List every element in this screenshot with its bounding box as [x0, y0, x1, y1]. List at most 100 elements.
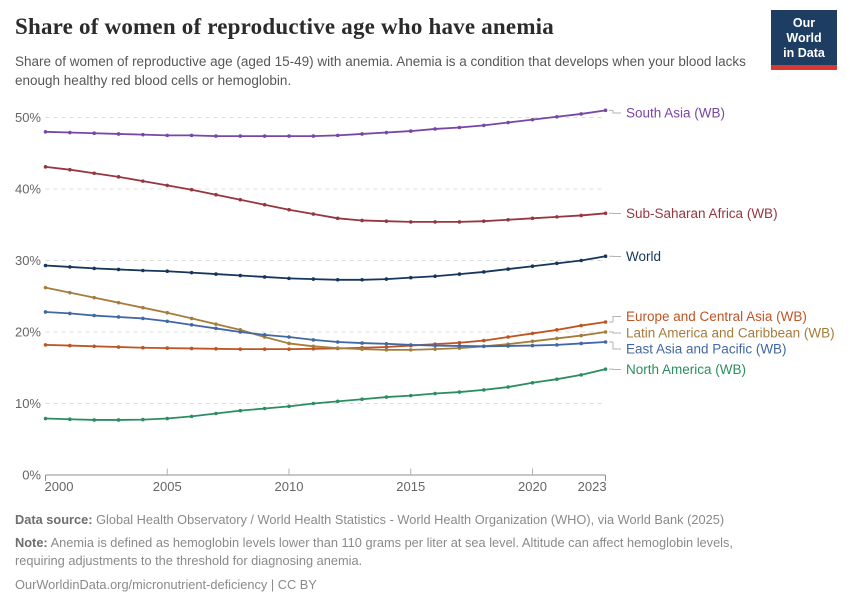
- data-point: [141, 179, 145, 183]
- data-point: [116, 267, 121, 272]
- logo-text-line1: Our World: [786, 16, 822, 45]
- series-label-east-asia-and-pacific-wb[interactable]: East Asia and Pacific (WB): [626, 342, 787, 357]
- data-point: [579, 323, 583, 328]
- data-point: [335, 346, 340, 350]
- label-connector-europe-and-central-asia-wb: [609, 316, 621, 323]
- data-point: [238, 408, 243, 413]
- data-point: [603, 340, 608, 344]
- data-point: [408, 220, 413, 224]
- data-point: [506, 120, 510, 125]
- data-point: [384, 345, 389, 349]
- license-text: CC BY: [277, 576, 317, 592]
- data-point: [360, 347, 364, 351]
- data-source-line: Data source: Global Health Observatory /…: [15, 511, 827, 530]
- label-connector-latin-america-and-caribbean-wb: [609, 331, 621, 334]
- data-point: [530, 380, 535, 385]
- data-point: [482, 123, 486, 128]
- data-point: [116, 418, 121, 422]
- data-point: [311, 134, 316, 138]
- data-point: [141, 316, 145, 321]
- data-point: [43, 263, 48, 268]
- owid-url-link[interactable]: OurWorldinData.org/micronutrient-deficie…: [15, 576, 268, 592]
- data-point: [360, 132, 364, 136]
- data-point: [262, 275, 267, 279]
- data-point: [116, 315, 121, 319]
- data-point: [530, 339, 535, 344]
- series-path: [44, 286, 607, 351]
- logo-text-line2: in Data: [783, 45, 825, 60]
- data-point: [68, 343, 72, 348]
- data-point: [238, 197, 243, 202]
- data-point: [214, 134, 218, 138]
- data-point: [335, 278, 340, 282]
- data-point: [555, 215, 559, 219]
- data-point: [43, 285, 48, 290]
- data-point: [482, 338, 486, 343]
- citation-line: OurWorldinData.org/micronutrient-deficie…: [15, 576, 827, 595]
- data-point: [287, 207, 291, 212]
- data-point: [189, 414, 194, 419]
- data-point: [384, 341, 389, 346]
- y-tick-label-30: 30%: [15, 253, 41, 268]
- series-label-sub-saharan-africa-wb[interactable]: Sub-Saharan Africa (WB): [626, 206, 778, 221]
- data-point: [262, 347, 267, 351]
- data-point: [116, 300, 121, 305]
- data-point: [311, 347, 316, 351]
- data-point: [457, 390, 462, 394]
- data-point: [238, 347, 243, 351]
- data-point: [506, 344, 510, 348]
- data-point: [68, 311, 72, 316]
- series-label-north-america-wb[interactable]: North America (WB): [626, 362, 746, 377]
- data-point: [141, 132, 145, 137]
- data-point: [68, 290, 72, 295]
- data-point: [92, 131, 96, 136]
- series-label-latin-america-and-caribbean-wb[interactable]: Latin America and Caribbean (WB): [626, 326, 835, 341]
- data-point: [165, 269, 170, 274]
- data-point: [165, 319, 170, 324]
- data-point: [189, 270, 194, 275]
- data-point: [433, 274, 437, 279]
- series-path: [44, 311, 607, 348]
- y-tick-label-50: 50%: [15, 110, 41, 125]
- data-point: [335, 340, 340, 344]
- data-point: [555, 377, 559, 381]
- data-point: [141, 268, 145, 273]
- x-tick-label-2005: 2005: [153, 479, 182, 494]
- data-point: [165, 346, 170, 350]
- page-title: Share of women of reproductive age who h…: [15, 14, 554, 39]
- data-point: [43, 165, 48, 169]
- separator: |: [270, 576, 275, 592]
- series-path: [44, 165, 607, 223]
- data-point: [165, 416, 170, 421]
- series-label-europe-and-central-asia-wb[interactable]: Europe and Central Asia (WB): [626, 309, 807, 324]
- line-series-south-asia-wb: [43, 108, 608, 138]
- data-point: [384, 219, 389, 223]
- data-point: [433, 391, 437, 396]
- series-path: [44, 321, 607, 351]
- data-point: [262, 406, 267, 411]
- data-point: [482, 270, 486, 274]
- data-point: [238, 134, 243, 138]
- x-tick-label-2023: 2023: [578, 479, 607, 494]
- data-point: [384, 395, 389, 399]
- data-point: [238, 273, 243, 278]
- data-point: [214, 411, 218, 416]
- data-point: [287, 341, 291, 346]
- series-label-south-asia-wb[interactable]: South Asia (WB): [626, 106, 725, 121]
- data-point: [262, 202, 267, 207]
- data-point: [311, 277, 316, 281]
- series-label-world[interactable]: World: [626, 249, 661, 264]
- data-point: [43, 130, 48, 134]
- data-point: [189, 316, 194, 321]
- label-connector-east-asia-and-pacific-wb: [609, 341, 621, 350]
- data-point: [214, 192, 218, 197]
- data-point: [457, 272, 462, 276]
- data-point: [530, 117, 535, 122]
- owid-logo[interactable]: Our World in Data: [771, 10, 837, 71]
- data-point: [360, 218, 364, 223]
- data-point: [482, 388, 486, 392]
- y-tick-label-0: 0%: [22, 468, 41, 483]
- data-point: [433, 347, 437, 351]
- data-point: [457, 125, 462, 130]
- data-point: [92, 344, 96, 349]
